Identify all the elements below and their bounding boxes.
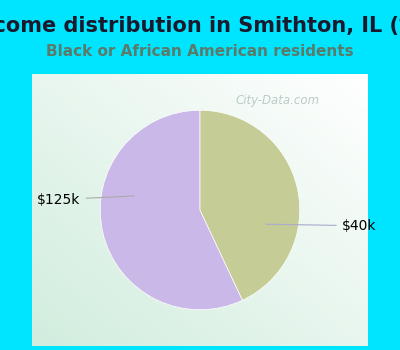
Text: $40k: $40k — [266, 219, 376, 233]
Text: Black or African American residents: Black or African American residents — [46, 44, 354, 59]
Text: Income distribution in Smithton, IL (%): Income distribution in Smithton, IL (%) — [0, 16, 400, 36]
Text: $125k: $125k — [37, 193, 134, 206]
Text: City-Data.com: City-Data.com — [235, 94, 319, 107]
Wedge shape — [100, 110, 242, 310]
Wedge shape — [200, 110, 300, 300]
